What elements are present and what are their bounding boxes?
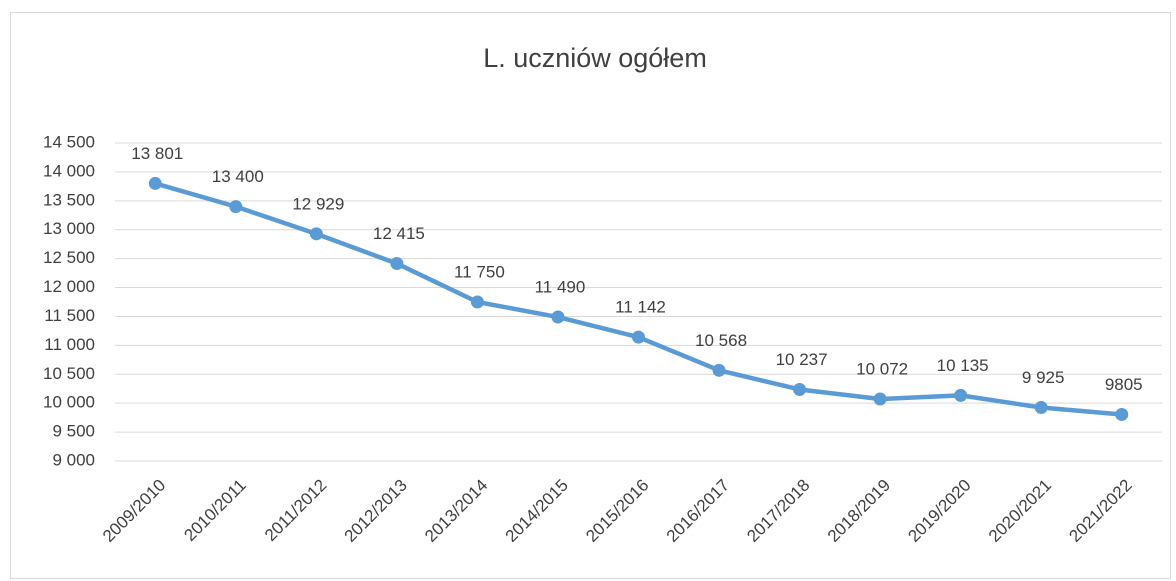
y-tick-label: 11 500 (44, 306, 95, 325)
marker (1115, 407, 1129, 421)
data-label: 10 237 (776, 350, 828, 369)
y-tick-label: 13 000 (43, 219, 95, 238)
chart-title: L. uczniów ogółem (483, 43, 707, 73)
marker (873, 392, 887, 406)
y-tick-label: 9 000 (52, 450, 95, 469)
chart-frame (10, 12, 1171, 579)
marker (309, 227, 323, 241)
data-label: 10 568 (695, 331, 747, 350)
data-label: 10 072 (856, 360, 908, 379)
data-label: 11 750 (454, 262, 505, 281)
y-tick-label: 11 000 (44, 335, 95, 354)
marker (470, 295, 484, 309)
y-tick-label: 9 500 (52, 422, 95, 441)
marker (1034, 401, 1048, 415)
data-label: 9 925 (1022, 368, 1065, 387)
y-tick-label: 12 500 (43, 248, 95, 267)
y-tick-label: 14 000 (43, 161, 95, 180)
data-label: 10 135 (937, 356, 989, 375)
marker (954, 388, 968, 402)
y-tick-label: 10 000 (43, 393, 95, 412)
marker (390, 257, 404, 271)
y-tick-label: 14 500 (43, 132, 95, 151)
marker (632, 330, 645, 344)
y-tick-label: 13 500 (43, 190, 95, 209)
y-tick-label: 10 500 (43, 364, 95, 383)
data-label: 12 929 (292, 194, 344, 213)
data-label: 11 142 (615, 298, 666, 317)
data-label: 9805 (1105, 375, 1143, 394)
marker (551, 310, 565, 324)
data-label: 11 490 (535, 278, 586, 297)
y-tick-label: 12 000 (43, 277, 95, 296)
marker (229, 200, 243, 214)
marker (793, 382, 807, 396)
marker (148, 176, 162, 190)
data-label: 13 400 (212, 167, 264, 186)
data-label: 12 415 (373, 224, 425, 243)
marker (712, 363, 726, 377)
data-label: 13 801 (131, 144, 183, 163)
